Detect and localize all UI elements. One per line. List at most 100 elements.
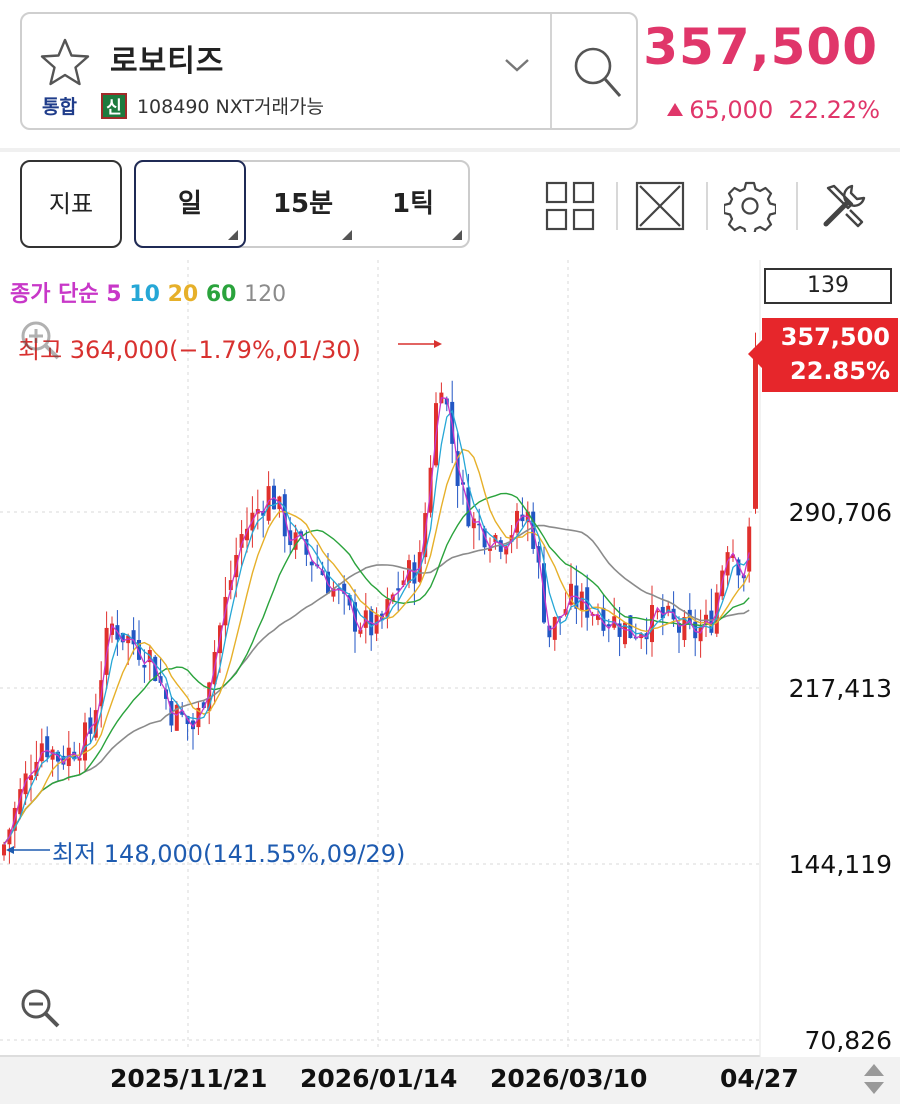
- candle-body: [309, 561, 314, 566]
- low-price-annotation: 최저 148,000(141.55%,09/29): [52, 840, 406, 868]
- candle-body: [45, 736, 50, 758]
- up-triangle-icon: [667, 103, 684, 116]
- candle-body: [677, 623, 681, 633]
- candle-body: [747, 526, 752, 572]
- moving-average-line: [3, 397, 750, 845]
- candle-body: [2, 844, 6, 856]
- candle-body: [174, 704, 179, 731]
- candle-body: [606, 624, 611, 627]
- candle-body: [158, 676, 163, 683]
- candle-body: [482, 528, 487, 548]
- candle-body: [93, 710, 98, 738]
- chart-canvas[interactable]: [0, 260, 900, 1104]
- search-icon[interactable]: [570, 42, 624, 102]
- corner-triangle-icon: [342, 230, 352, 240]
- period-15min-button[interactable]: 15분: [248, 162, 358, 246]
- flag-rate: 22.85%: [790, 357, 890, 385]
- scroll-arrows-icon[interactable]: [858, 1060, 890, 1098]
- fullscreen-icon[interactable]: [634, 180, 686, 232]
- candle-body: [120, 632, 125, 643]
- candle-body: [320, 570, 325, 576]
- candle-body: [153, 656, 158, 681]
- candle-body: [245, 528, 249, 541]
- chart-toolbar: 지표 일 15분 1틱: [0, 152, 900, 260]
- corner-triangle-icon: [228, 230, 238, 240]
- candle-body: [731, 554, 735, 558]
- settings-gear-icon[interactable]: [724, 180, 776, 232]
- candle-body: [191, 720, 195, 730]
- candle-body: [520, 514, 525, 522]
- candle-body: [293, 532, 298, 550]
- tools-icon[interactable]: [818, 180, 870, 232]
- candle-body: [288, 530, 293, 546]
- corner-triangle-icon: [452, 230, 462, 240]
- candle-body: [655, 610, 660, 613]
- candle-body: [623, 622, 627, 645]
- chevron-down-icon[interactable]: [502, 54, 532, 76]
- candle-body: [596, 614, 600, 620]
- candle-body: [515, 510, 519, 533]
- favorite-star-icon[interactable]: [38, 36, 92, 90]
- flag-price: 357,500: [780, 323, 890, 351]
- zoom-out-icon[interactable]: [18, 986, 62, 1030]
- moving-average-line: [3, 448, 750, 845]
- candle-body: [660, 606, 665, 619]
- period-day-label: 일: [178, 189, 202, 219]
- change-rate: 22.22%: [788, 96, 880, 124]
- candle-body: [547, 625, 552, 638]
- ma-legend[interactable]: 종가 단순 5 10 20 60 120: [10, 276, 286, 308]
- stock-code-info: 108490 NXT거래가능: [136, 96, 324, 118]
- candle-body: [23, 773, 28, 795]
- candle-body: [331, 588, 336, 597]
- candle-body: [131, 630, 136, 645]
- period-day-button[interactable]: 일: [134, 160, 246, 248]
- candle-body: [396, 588, 401, 591]
- candle-body: [201, 702, 206, 709]
- price-axis-label: 217,413: [788, 674, 892, 703]
- legend-prefix: 종가 단순: [10, 282, 99, 307]
- candle-body: [56, 751, 60, 762]
- credit-badge: 신: [100, 92, 127, 119]
- date-axis-label: 2025/11/21: [110, 1064, 268, 1093]
- moving-average-line: [3, 492, 750, 845]
- candle-count-box[interactable]: 139: [764, 268, 892, 304]
- candlestick-chart[interactable]: 종가 단순 5 10 20 60 120 139 357,500 22.85% …: [0, 260, 900, 1104]
- toolbar-separator: [796, 182, 798, 230]
- candle-body: [628, 615, 633, 639]
- period-1tick-label: 1틱: [391, 189, 434, 219]
- date-axis-label: 04/27: [720, 1064, 799, 1093]
- date-axis-label: 2026/01/14: [300, 1064, 458, 1093]
- candle-body: [704, 614, 708, 624]
- candle-body: [180, 710, 185, 715]
- legend-ma20: 20: [167, 282, 199, 307]
- legend-ma5: 5: [106, 282, 122, 307]
- candle-body: [682, 616, 687, 641]
- market-tag: 통합: [42, 96, 77, 118]
- candle-body: [239, 534, 244, 548]
- candle-body: [617, 623, 622, 637]
- candle-body: [552, 617, 557, 640]
- toolbar-separator: [616, 182, 618, 230]
- period-selector: 일 15분 1틱: [134, 160, 470, 248]
- stock-name[interactable]: 로보티즈: [110, 44, 225, 79]
- low-arrow-head: [6, 846, 14, 854]
- legend-ma120: 120: [244, 282, 287, 307]
- price-axis-label: 290,706: [788, 498, 892, 527]
- moving-average-line: [3, 409, 750, 845]
- price-axis-label: 144,119: [788, 850, 892, 879]
- moving-average-line: [3, 524, 750, 845]
- legend-ma60: 60: [205, 282, 237, 307]
- candle-body: [137, 639, 141, 660]
- section-separator: [0, 148, 900, 152]
- grid-layout-icon[interactable]: [544, 180, 596, 232]
- period-1tick-button[interactable]: 1틱: [358, 162, 468, 246]
- date-axis-label: 2026/03/10: [490, 1064, 648, 1093]
- legend-ma10: 10: [129, 282, 160, 307]
- candle-body: [266, 486, 271, 521]
- stock-selector[interactable]: 로보티즈 통합 신 108490 NXT거래가능: [20, 12, 638, 130]
- candle-body: [666, 605, 671, 613]
- candle-body: [228, 580, 233, 591]
- candle-body: [585, 587, 590, 618]
- indicator-button[interactable]: 지표: [20, 160, 122, 248]
- zoom-in-icon[interactable]: [18, 318, 62, 362]
